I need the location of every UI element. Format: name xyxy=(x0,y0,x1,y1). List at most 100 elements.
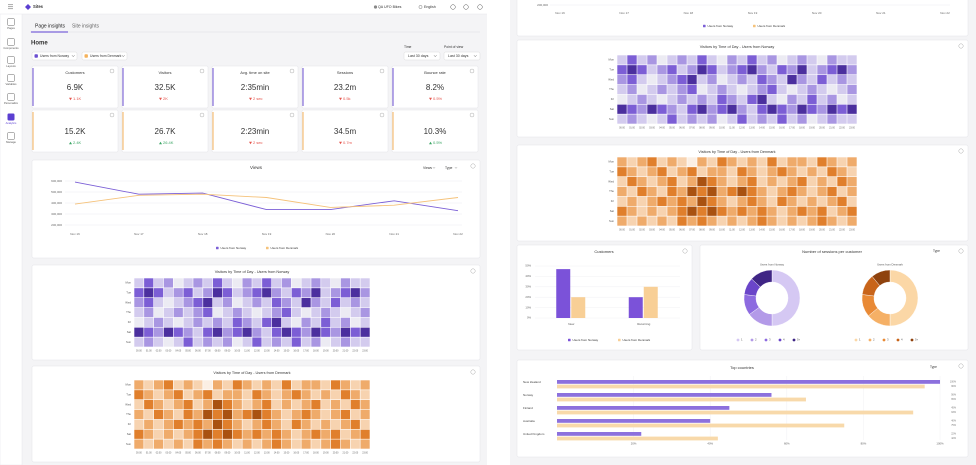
heat-cell xyxy=(797,186,807,197)
heat-cell xyxy=(717,55,727,65)
heat-cell xyxy=(291,390,301,400)
chart-control[interactable]: Type xyxy=(933,249,940,253)
heat-cell xyxy=(817,216,827,226)
metric-card xyxy=(301,109,389,153)
chart-control[interactable]: Views xyxy=(423,166,432,170)
tab[interactable]: Page insights xyxy=(35,23,66,29)
heat-cell xyxy=(271,278,282,288)
nav-label[interactable]: Variables xyxy=(5,82,17,86)
heat-cell xyxy=(657,186,667,197)
metric-change: 1.1K xyxy=(73,96,82,101)
nav-icon[interactable] xyxy=(7,113,15,121)
nav-icon[interactable] xyxy=(7,74,15,82)
heat-cell xyxy=(847,65,857,75)
info-icon[interactable] xyxy=(958,148,964,154)
heat-cell xyxy=(281,400,292,410)
trend-arrow xyxy=(249,141,252,145)
heat-cell xyxy=(232,278,242,288)
heat-cell xyxy=(787,167,797,177)
nav-label[interactable]: Components xyxy=(3,46,19,50)
nav-label[interactable]: Manage xyxy=(6,140,16,144)
info-icon[interactable] xyxy=(470,369,476,375)
heat-cell xyxy=(687,94,697,104)
heat-cell xyxy=(262,429,272,439)
heat-cell xyxy=(350,380,360,390)
header-icon[interactable] xyxy=(463,4,469,10)
tab[interactable]: Site insights xyxy=(72,23,99,29)
heat-cell xyxy=(627,114,637,124)
heat-cell xyxy=(637,104,647,114)
heat-cell xyxy=(144,419,154,429)
site-select[interactable] xyxy=(372,3,412,11)
legend-label: 3 xyxy=(769,338,771,342)
header-icon[interactable] xyxy=(477,4,483,10)
heat-cell xyxy=(837,206,847,216)
filter-select[interactable] xyxy=(443,51,481,61)
heat-cell xyxy=(242,317,252,327)
info-icon[interactable] xyxy=(958,363,964,369)
heat-cell xyxy=(163,317,174,327)
site-name[interactable]: QA UFO Bikes xyxy=(378,5,402,9)
info-icon[interactable] xyxy=(682,248,688,254)
category-label: Norway xyxy=(523,393,534,397)
heat-cell xyxy=(262,307,272,318)
segment-name[interactable]: Users from Denmark xyxy=(90,54,122,58)
heat-cell xyxy=(144,337,154,347)
heat-cell xyxy=(232,337,242,347)
chart-control[interactable]: Type xyxy=(445,166,452,170)
language[interactable]: English xyxy=(424,5,436,9)
column-label: 05:00 xyxy=(185,351,191,353)
filter-select[interactable] xyxy=(403,51,441,61)
heat-cell xyxy=(144,288,154,298)
column-label: 13:00 xyxy=(264,453,270,455)
legend-swatch xyxy=(868,338,872,342)
nav-icon[interactable] xyxy=(7,56,15,64)
heat-cell xyxy=(697,104,707,114)
info-icon[interactable] xyxy=(958,248,964,254)
nav-icon[interactable] xyxy=(7,18,15,26)
heat-cell xyxy=(637,167,647,177)
bar xyxy=(628,297,643,318)
heat-cell xyxy=(717,104,727,114)
nav-icon[interactable] xyxy=(7,93,15,101)
segment-name[interactable]: Users from Norway xyxy=(40,54,69,58)
heat-cell xyxy=(757,196,767,206)
y-tick-label: 400,000 xyxy=(51,201,62,205)
nav-label[interactable]: Pages xyxy=(7,26,15,30)
segment-chip[interactable] xyxy=(81,51,128,61)
heat-cell xyxy=(827,114,837,124)
heat-cell xyxy=(203,409,213,420)
info-icon[interactable] xyxy=(470,163,476,169)
nav-icon[interactable] xyxy=(7,132,15,140)
segment-bar xyxy=(302,112,304,150)
heat-cell xyxy=(647,75,657,85)
heat-cell xyxy=(350,419,360,429)
info-icon[interactable] xyxy=(958,43,964,49)
nav-label[interactable]: Layouts xyxy=(6,64,16,68)
heat-cell xyxy=(281,327,292,337)
heat-cell xyxy=(311,337,321,347)
x-tick-label: Nov 20 xyxy=(326,232,336,236)
chart-control[interactable]: Type xyxy=(930,365,937,369)
filter-value[interactable]: Last 30 days xyxy=(408,54,429,58)
language-select[interactable] xyxy=(416,3,446,11)
nav-label[interactable]: Personalize xyxy=(4,101,19,105)
legend-label: 1 xyxy=(741,338,743,342)
info-icon[interactable] xyxy=(470,268,476,274)
column-label: 10:00 xyxy=(719,128,725,130)
heat-cell xyxy=(193,317,203,327)
nav-icon[interactable] xyxy=(7,38,15,46)
heat-cell xyxy=(291,439,301,449)
column-label: 07:00 xyxy=(689,128,695,130)
header-icon[interactable] xyxy=(450,4,456,10)
x-tick-label: Returning xyxy=(637,322,650,326)
heat-cell xyxy=(767,186,777,197)
segment-chip[interactable] xyxy=(31,51,78,61)
heat-cell xyxy=(242,429,252,439)
filter-value[interactable]: Last 30 days xyxy=(448,54,469,58)
heat-cell xyxy=(787,104,797,114)
column-label: 06:00 xyxy=(195,453,201,455)
nav-label[interactable]: Analytics xyxy=(6,121,17,125)
heat-cell xyxy=(360,298,370,308)
heat-cell xyxy=(173,439,183,449)
